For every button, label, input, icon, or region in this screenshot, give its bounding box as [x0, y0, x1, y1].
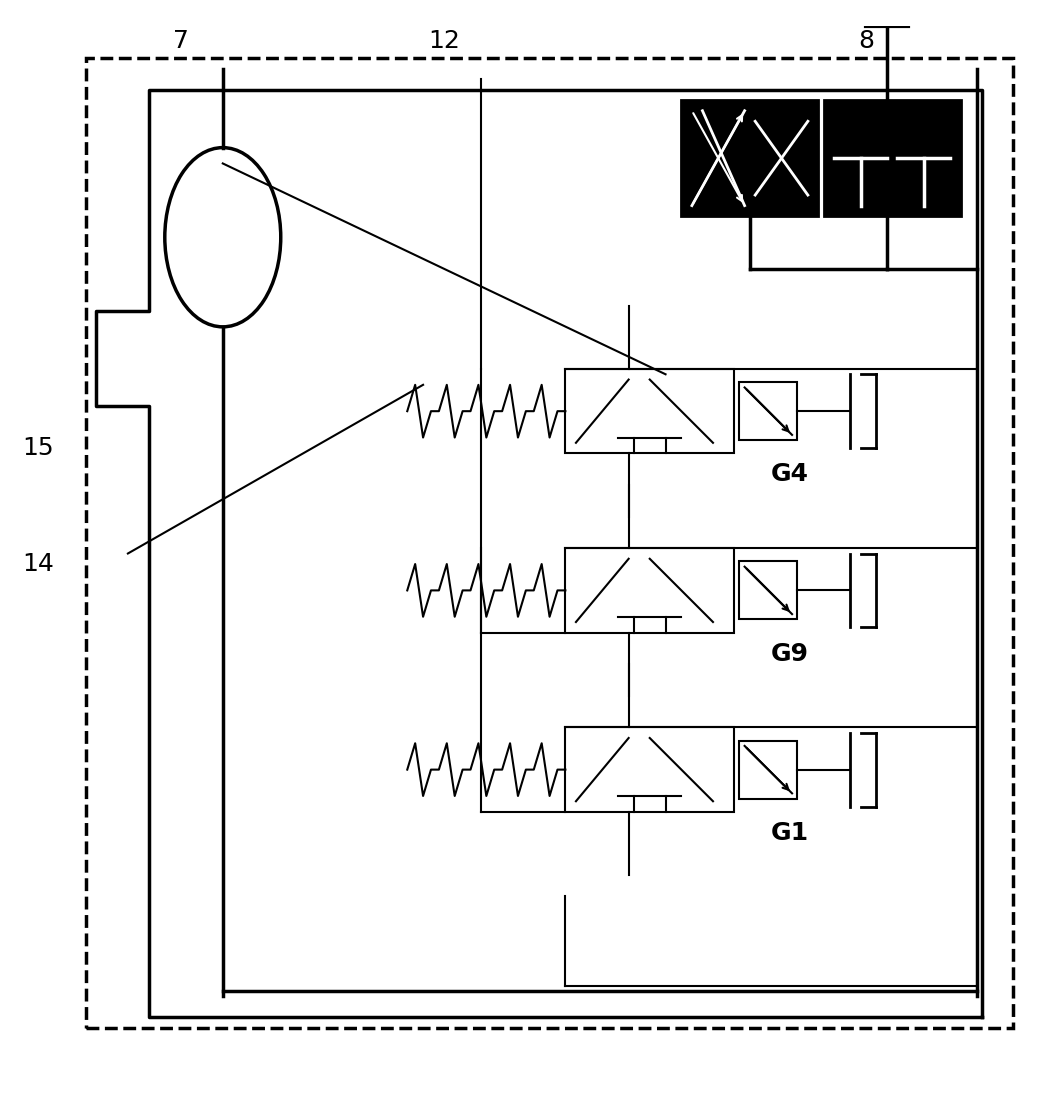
Text: 12: 12: [428, 29, 460, 53]
Bar: [682, 101, 818, 216]
Text: G1: G1: [771, 821, 809, 845]
Bar: [823, 101, 961, 216]
Text: G4: G4: [771, 463, 809, 486]
Text: 8: 8: [858, 29, 874, 53]
Text: G9: G9: [771, 642, 809, 665]
Text: 7: 7: [172, 29, 188, 53]
Text: 15: 15: [22, 436, 54, 461]
Text: 14: 14: [22, 552, 54, 576]
